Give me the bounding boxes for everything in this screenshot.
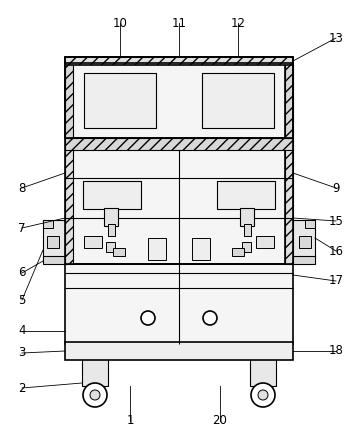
- Bar: [65, 138, 293, 150]
- Bar: [192, 238, 210, 260]
- Circle shape: [251, 383, 275, 407]
- Bar: [65, 342, 293, 360]
- Bar: [202, 73, 274, 128]
- Bar: [82, 358, 108, 386]
- Circle shape: [83, 383, 107, 407]
- Text: 10: 10: [112, 16, 127, 30]
- Text: 17: 17: [329, 275, 343, 288]
- Bar: [65, 63, 73, 138]
- Circle shape: [203, 311, 217, 325]
- Bar: [148, 238, 166, 260]
- Bar: [106, 242, 115, 252]
- Text: 20: 20: [213, 415, 227, 427]
- Bar: [83, 181, 141, 209]
- Text: 13: 13: [329, 31, 343, 44]
- Bar: [256, 236, 274, 248]
- Bar: [47, 236, 59, 248]
- Bar: [217, 181, 275, 209]
- Text: 7: 7: [18, 222, 26, 234]
- Text: 16: 16: [329, 245, 343, 257]
- Bar: [104, 208, 118, 226]
- Text: 5: 5: [18, 294, 26, 307]
- Bar: [43, 220, 67, 258]
- Bar: [285, 63, 293, 138]
- Bar: [65, 57, 293, 65]
- Circle shape: [90, 390, 100, 400]
- Text: 6: 6: [18, 267, 26, 280]
- Bar: [43, 256, 67, 264]
- Text: 1: 1: [126, 415, 134, 427]
- Bar: [240, 208, 254, 226]
- Bar: [84, 73, 156, 128]
- Text: 15: 15: [329, 214, 343, 228]
- Circle shape: [258, 390, 268, 400]
- Bar: [65, 57, 293, 264]
- Text: 3: 3: [18, 346, 26, 360]
- Bar: [299, 236, 311, 248]
- Text: 11: 11: [171, 16, 187, 30]
- Bar: [108, 224, 115, 236]
- Text: 2: 2: [18, 381, 26, 395]
- Bar: [113, 248, 125, 256]
- Circle shape: [141, 311, 155, 325]
- Text: 8: 8: [18, 182, 26, 194]
- Bar: [305, 220, 315, 228]
- Bar: [291, 220, 315, 258]
- Bar: [291, 256, 315, 264]
- Text: 12: 12: [231, 16, 246, 30]
- Bar: [43, 220, 53, 228]
- Bar: [244, 224, 251, 236]
- Text: 9: 9: [332, 182, 340, 194]
- Bar: [242, 242, 251, 252]
- Bar: [73, 149, 285, 264]
- Bar: [65, 149, 73, 264]
- Text: 18: 18: [329, 345, 343, 358]
- Bar: [84, 236, 102, 248]
- Bar: [65, 63, 293, 138]
- Bar: [73, 63, 285, 138]
- Text: 4: 4: [18, 325, 26, 338]
- Bar: [65, 264, 293, 344]
- Bar: [285, 149, 293, 264]
- Bar: [250, 358, 276, 386]
- Bar: [232, 248, 244, 256]
